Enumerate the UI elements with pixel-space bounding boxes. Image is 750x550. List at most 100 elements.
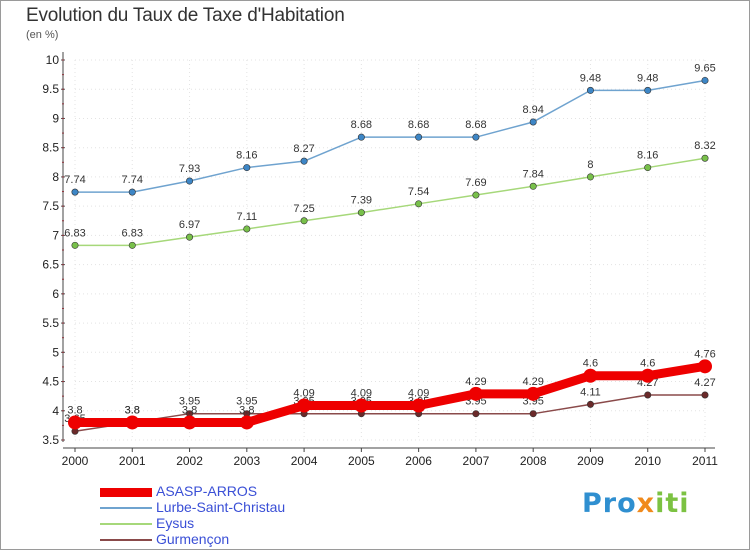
data-label: 3.95 (522, 396, 543, 408)
data-point (300, 217, 308, 225)
data-label: 7.25 (293, 203, 314, 215)
data-point (186, 233, 194, 241)
data-point (71, 241, 79, 249)
data-point (128, 188, 136, 196)
legend-label: Eysus (156, 515, 195, 531)
data-point (698, 359, 712, 374)
data-label: 4.09 (351, 388, 372, 400)
y-tick-label: 6.5 (42, 258, 59, 272)
data-label: 8.16 (637, 150, 658, 162)
data-label: 7.54 (408, 186, 429, 198)
data-label: 7.84 (522, 168, 543, 180)
x-tick-label: 2004 (291, 454, 318, 468)
data-point (640, 368, 655, 383)
data-point (526, 386, 541, 401)
data-label: 8.68 (408, 119, 429, 131)
data-point (243, 164, 251, 172)
y-tick-label: 3.5 (42, 433, 59, 447)
data-point (243, 225, 251, 233)
data-point (472, 191, 480, 199)
data-label: 7.74 (122, 174, 143, 186)
data-point (644, 86, 652, 94)
x-tick-label: 2001 (119, 454, 146, 468)
data-label: 6.83 (122, 227, 143, 239)
data-label: 3.8 (67, 404, 82, 416)
data-label: 6.97 (179, 219, 200, 231)
data-point (128, 241, 136, 249)
data-point (357, 133, 365, 141)
chart-title: Evolution du Taux de Taxe d'Habitation (26, 5, 345, 26)
series-line (70, 361, 710, 427)
data-point (125, 415, 140, 430)
data-point (182, 415, 197, 430)
y-tick-label: 10 (46, 53, 60, 67)
data-label: 4.6 (583, 358, 598, 370)
x-tick-label: 2009 (577, 454, 604, 468)
y-tick-label: 9 (52, 111, 59, 125)
y-tick-label: 8.5 (42, 141, 59, 155)
data-point (239, 415, 254, 430)
x-tick-label: 2011 (692, 454, 718, 468)
data-point (472, 133, 480, 141)
data-label: 4.09 (293, 388, 314, 400)
x-tick-label: 2006 (405, 454, 432, 468)
data-point (586, 400, 594, 408)
x-tick-label: 2007 (463, 454, 490, 468)
data-point (415, 200, 423, 208)
data-label: 8.94 (522, 104, 543, 116)
data-label: 4.27 (694, 377, 715, 389)
y-tick-label: 5 (52, 345, 59, 359)
data-point (300, 157, 308, 165)
y-tick-label: 4.5 (42, 375, 59, 389)
data-label: 4.09 (408, 388, 429, 400)
proxiti-logo: Proxiti (582, 488, 690, 519)
data-point (468, 386, 483, 401)
data-label: 4.29 (522, 376, 543, 388)
data-point (529, 410, 537, 418)
y-tick-label: 6 (52, 287, 59, 301)
y-tick-label: 7.5 (42, 199, 59, 213)
series-line (74, 157, 706, 247)
data-label: 7.69 (465, 177, 486, 189)
data-label: 8.27 (293, 143, 314, 155)
y-tick-label: 4 (52, 404, 59, 418)
data-label: 4.6 (640, 358, 655, 370)
data-point (472, 410, 480, 418)
data-point (354, 398, 369, 413)
series-line (74, 394, 706, 432)
x-tick-label: 2002 (176, 454, 203, 468)
data-label: 3.8 (125, 404, 140, 416)
data-label: 9.65 (694, 62, 715, 74)
data-label: 3.8 (182, 404, 197, 416)
data-label: 4.11 (580, 386, 601, 398)
legend-label: Lurbe-Saint-Christau (156, 499, 286, 515)
y-tick-label: 7 (52, 228, 59, 242)
data-point (68, 415, 82, 430)
legend-swatch (100, 507, 152, 509)
data-point (583, 368, 598, 383)
y-tick-label: 5.5 (42, 316, 59, 330)
data-point (71, 188, 79, 196)
data-label: 7.93 (179, 163, 200, 175)
legend-swatch (100, 488, 152, 497)
y-tick-label: 9.5 (42, 82, 59, 96)
legend-swatch (100, 523, 152, 525)
data-label: 3.95 (179, 396, 200, 408)
y-tick-label: 8 (52, 170, 59, 184)
data-point (701, 391, 709, 399)
data-point (644, 391, 652, 399)
data-point (586, 173, 594, 181)
legend-label: ASASP-ARROS (156, 483, 258, 499)
x-tick-label: 2010 (634, 454, 661, 468)
x-tick-label: 2008 (520, 454, 547, 468)
x-tick-label: 2000 (62, 454, 89, 468)
data-point (586, 86, 594, 94)
data-label: 8.32 (694, 140, 715, 152)
data-point (411, 398, 426, 413)
data-label: 4.76 (694, 348, 715, 360)
data-label: 7.39 (351, 195, 372, 207)
data-label: 6.83 (64, 227, 85, 239)
data-label: 4.29 (465, 376, 486, 388)
data-point (415, 133, 423, 141)
